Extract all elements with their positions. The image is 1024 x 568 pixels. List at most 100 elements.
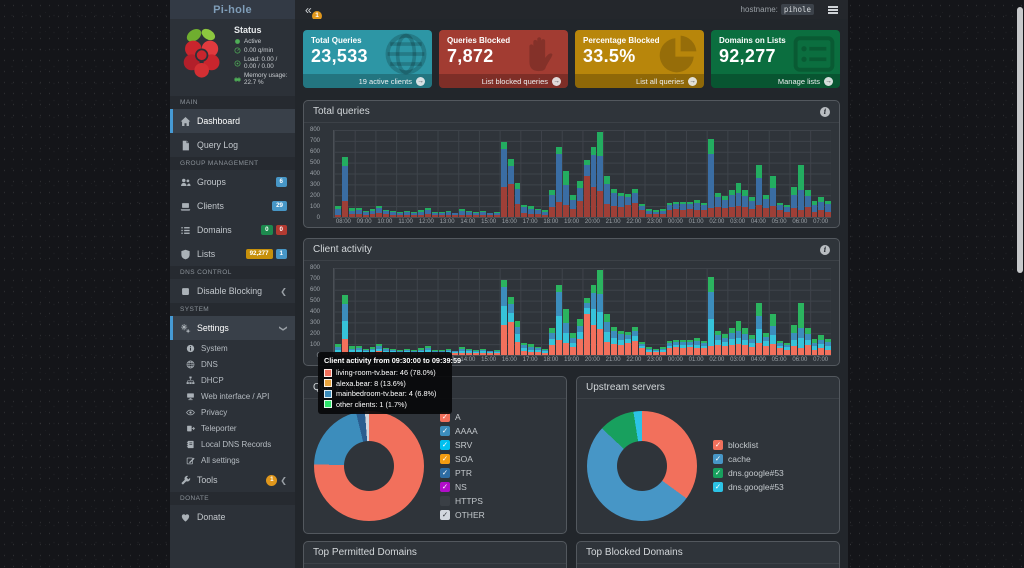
sidebar-subitem-local-dns-records[interactable]: Local DNS Records xyxy=(170,436,295,452)
sidebar-section-header: MAIN xyxy=(170,96,295,109)
stacked-bar xyxy=(432,268,438,355)
legend-checkbox[interactable] xyxy=(440,496,450,506)
legend-checkbox[interactable]: ✓ xyxy=(440,468,450,478)
stacked-bar xyxy=(432,130,438,217)
stacked-bar xyxy=(570,268,576,355)
card-footer-link[interactable]: List blocked queries→ xyxy=(439,74,568,88)
stacked-bar xyxy=(708,130,714,217)
sidebar-item-lists[interactable]: Lists92,2771 xyxy=(170,242,295,266)
legend-checkbox[interactable]: ✓ xyxy=(440,440,450,450)
sidebar-item-groups[interactable]: Groups6 xyxy=(170,170,295,194)
arrow-circle-icon: → xyxy=(552,77,561,86)
settings-submenu: System DNSDHCPWeb interface / APIPrivacyT… xyxy=(170,340,295,468)
stacked-bar xyxy=(342,268,348,355)
tooltip-color-swatch xyxy=(324,400,332,408)
legend-checkbox[interactable]: ✓ xyxy=(713,440,723,450)
sidebar-subitem-teleporter[interactable]: Teleporter xyxy=(170,420,295,436)
sidebar-item-label: Donate xyxy=(197,512,225,522)
sidebar-subitem-dns[interactable]: DNS xyxy=(170,356,295,372)
hamburger-menu-icon[interactable] xyxy=(828,9,838,11)
stacked-bar xyxy=(604,268,610,355)
legend-checkbox[interactable]: ✓ xyxy=(713,468,723,478)
card-footer-link[interactable]: Manage lists→ xyxy=(711,74,840,88)
legend-item-srv[interactable]: ✓SRV xyxy=(440,440,485,450)
stacked-bar xyxy=(466,268,472,355)
card-title: Percentage Blocked xyxy=(575,30,704,45)
info-icon[interactable]: i xyxy=(820,245,830,255)
legend-checkbox[interactable]: ✓ xyxy=(440,412,450,422)
legend-item-dns-google-53[interactable]: ✓dns.google#53 xyxy=(713,468,784,478)
sidebar-item-dashboard[interactable]: Dashboard xyxy=(170,109,295,133)
count-badge: 6 xyxy=(276,177,287,187)
stacked-bar xyxy=(667,130,673,217)
sidebar-item-donate[interactable]: Donate xyxy=(170,505,295,529)
legend-item-blocklist[interactable]: ✓blocklist xyxy=(713,440,784,450)
status-row: Load: 0.00 / 0.00 / 0.00 xyxy=(234,56,289,70)
top-blocked-domains-panel: Top Blocked Domains xyxy=(576,541,840,568)
desktop-icon xyxy=(186,392,195,401)
stacked-bar xyxy=(446,268,452,355)
topbar: Pi-hole « 1 hostname: pihole xyxy=(170,0,848,19)
stacked-bar xyxy=(584,130,590,217)
legend-item-a[interactable]: ✓A xyxy=(440,412,485,422)
query-types-donut[interactable] xyxy=(314,411,424,521)
sidebar-item-label: Domains xyxy=(197,225,232,235)
eye-icon xyxy=(186,408,195,417)
stacked-bar xyxy=(701,268,707,355)
menu-item-extras: 6 xyxy=(276,177,287,187)
sidebar-item-clients[interactable]: Clients29 xyxy=(170,194,295,218)
chevron-left-icon: ❮ xyxy=(280,476,287,485)
card-footer-link[interactable]: List all queries→ xyxy=(575,74,704,88)
sidebar-item-disable-blocking[interactable]: Disable Blocking❮ xyxy=(170,279,295,303)
legend-checkbox[interactable]: ✓ xyxy=(440,426,450,436)
card-footer-link[interactable]: 19 active clients→ xyxy=(303,74,432,88)
legend-item-aaaa[interactable]: ✓AAAA xyxy=(440,426,485,436)
legend-item-ptr[interactable]: ✓PTR xyxy=(440,468,485,478)
legend-item-other[interactable]: ✓OTHER xyxy=(440,510,485,520)
stacked-bar xyxy=(439,268,445,355)
stacked-bar xyxy=(549,130,555,217)
sidebar-subitem-dhcp[interactable]: DHCP xyxy=(170,372,295,388)
sidebar-item-domains[interactable]: Domains00 xyxy=(170,218,295,242)
sidebar-item-tools[interactable]: Tools1❮ xyxy=(170,468,295,492)
stacked-bar xyxy=(805,130,811,217)
stacked-bar xyxy=(632,268,638,355)
legend-checkbox[interactable]: ✓ xyxy=(440,482,450,492)
upstream-servers-donut[interactable] xyxy=(587,411,697,521)
sidebar-item-query-log[interactable]: Query Log xyxy=(170,133,295,157)
legend-checkbox[interactable]: ✓ xyxy=(713,482,723,492)
sidebar-subitem-system[interactable]: System xyxy=(170,340,295,356)
sidebar-subitem-label: System xyxy=(201,344,228,353)
collapse-chevrons-icon: « xyxy=(305,3,312,17)
stacked-bar xyxy=(825,130,831,217)
sidebar-item-settings[interactable]: Settings❯ xyxy=(170,316,295,340)
card-percentage-blocked: Percentage Blocked33.5%List all queries→ xyxy=(575,30,704,88)
stacked-bar xyxy=(446,130,452,217)
brand-logo-text[interactable]: Pi-hole xyxy=(170,0,295,19)
stacked-bar xyxy=(515,130,521,217)
stacked-bar xyxy=(376,130,382,217)
legend-label: NS xyxy=(455,482,467,492)
legend-label: HTTPS xyxy=(455,496,483,506)
legend-checkbox[interactable]: ✓ xyxy=(440,454,450,464)
navbar: « 1 hostname: pihole xyxy=(295,0,848,19)
total-queries-chart[interactable]: 010020030040050060070080008:0009:0010:00… xyxy=(304,123,839,227)
legend-item-ns[interactable]: ✓ NS xyxy=(440,482,485,492)
legend-item-soa[interactable]: ✓SOA xyxy=(440,454,485,464)
legend-item-https[interactable]: HTTPS xyxy=(440,496,485,506)
client-activity-chart[interactable]: 010020030040050060070080008:0009:0010:00… xyxy=(304,261,839,365)
legend-checkbox[interactable]: ✓ xyxy=(440,510,450,520)
legend-item-dns-google-53[interactable]: ✓dns.google#53 xyxy=(713,482,784,492)
legend-item-cache[interactable]: ✓cache xyxy=(713,454,784,464)
scrollbar-thumb[interactable] xyxy=(1017,7,1023,273)
stacked-bar xyxy=(763,268,769,355)
stacked-bar xyxy=(404,130,410,217)
sidebar-collapse-button[interactable]: « 1 xyxy=(305,5,312,15)
stacked-bar xyxy=(591,268,597,355)
legend-checkbox[interactable]: ✓ xyxy=(713,454,723,464)
sidebar-subitem-all-settings[interactable]: All settings xyxy=(170,452,295,468)
sidebar-subitem-web-interface-api[interactable]: Web interface / API xyxy=(170,388,295,404)
info-icon[interactable]: i xyxy=(820,107,830,117)
sidebar-subitem-privacy[interactable]: Privacy xyxy=(170,404,295,420)
stacked-bar xyxy=(494,130,500,217)
